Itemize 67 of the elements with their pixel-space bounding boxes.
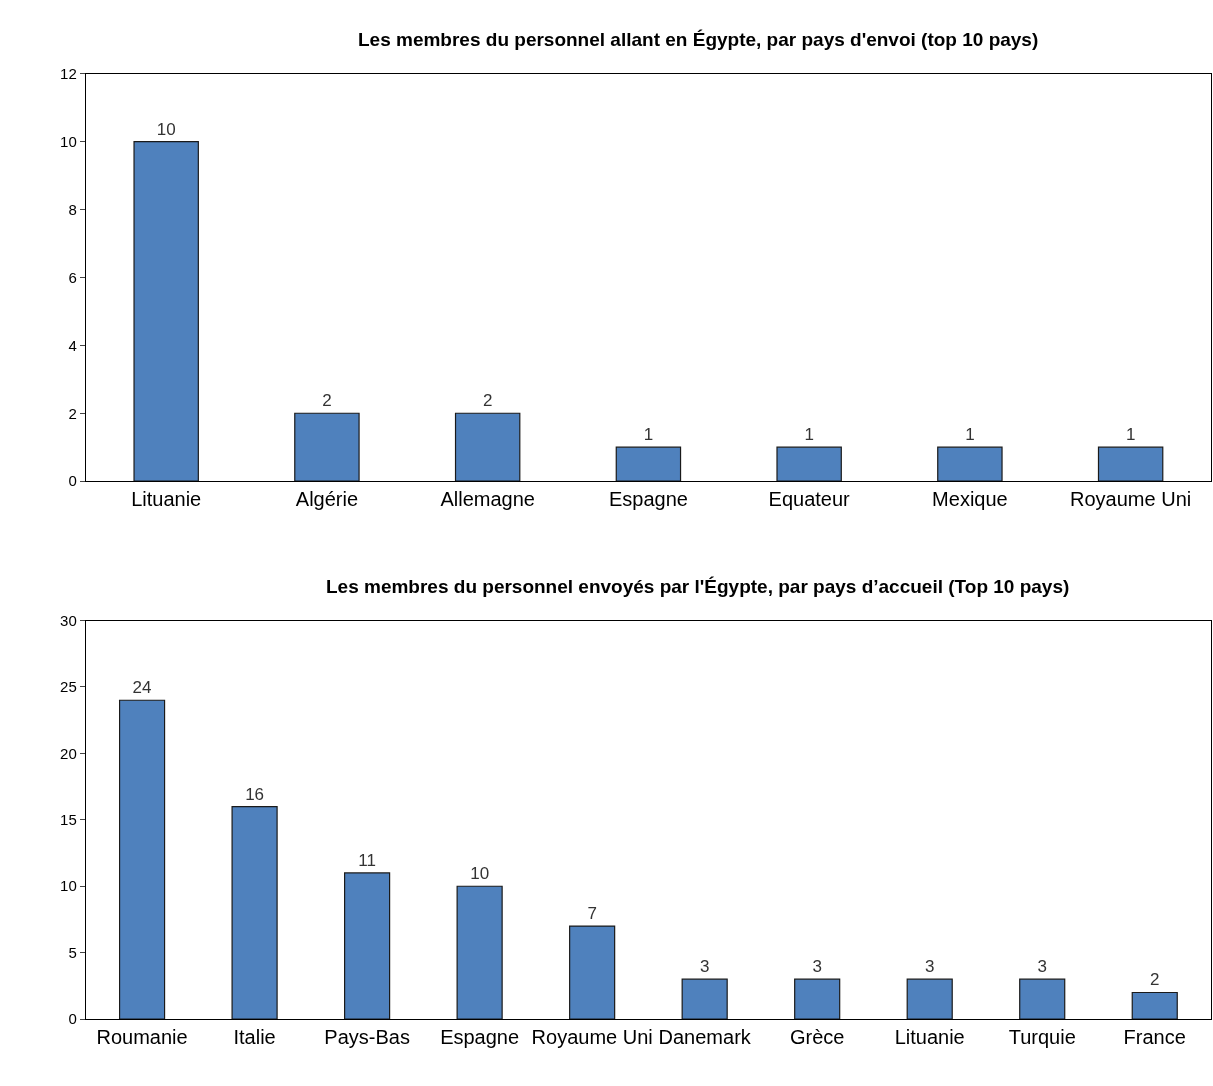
bar	[937, 446, 1003, 482]
bar	[794, 978, 841, 1020]
y-tick-label: 5	[68, 943, 77, 961]
y-tick-label: 30	[60, 611, 77, 629]
y-tick-label: 12	[60, 65, 77, 83]
bar	[231, 805, 278, 1020]
x-tick-label: Royaume Uni	[531, 1026, 653, 1049]
x-tick-label: Algérie	[295, 488, 359, 511]
data-label: 1	[804, 425, 814, 445]
chart-title: Les membres du personnel envoyés par l'Égypte, par pays d’accueil (Top 10 pays)	[326, 576, 1070, 597]
bar	[776, 446, 842, 482]
data-label: 7	[587, 904, 597, 924]
bar	[1131, 991, 1178, 1020]
bar	[615, 446, 682, 482]
bar	[118, 699, 166, 1020]
x-tick-label: Roumanie	[96, 1026, 188, 1049]
data-label: 1	[965, 425, 975, 445]
bar	[1019, 978, 1066, 1020]
y-tick-label: 0	[68, 472, 77, 490]
x-tick-label: Turquie	[1008, 1026, 1076, 1049]
x-tick-label: Lituanie	[894, 1026, 965, 1049]
bar	[681, 978, 728, 1020]
x-tick-label: Royaume Uni	[1070, 488, 1192, 511]
y-tick-label: 0	[68, 1010, 77, 1028]
x-tick-label: Equateur	[768, 488, 851, 511]
bar	[294, 412, 360, 482]
bar	[344, 872, 391, 1020]
data-label: 10	[156, 119, 176, 139]
bar	[569, 925, 616, 1020]
data-label: 16	[245, 784, 265, 804]
data-label: 3	[812, 957, 822, 977]
x-tick-label: Grèce	[789, 1026, 845, 1049]
x-tick-label: Lituanie	[131, 488, 202, 511]
y-tick-label: 6	[68, 268, 77, 286]
y-tick-label: 15	[60, 811, 77, 829]
data-label: 2	[1150, 970, 1160, 990]
data-label: 2	[322, 391, 332, 411]
data-label: 3	[699, 957, 710, 977]
data-label: 11	[358, 850, 376, 870]
x-tick-label: Mexique	[932, 488, 1008, 511]
y-tick-label: 8	[68, 200, 77, 218]
data-label: 24	[132, 678, 152, 698]
y-tick-label: 2	[68, 404, 77, 422]
y-tick-label: 20	[60, 744, 77, 762]
x-tick-label: Pays-Bas	[324, 1026, 410, 1049]
x-tick-label: Espagne	[440, 1026, 520, 1049]
data-label: 1	[643, 425, 654, 445]
x-tick-label: Italie	[233, 1026, 276, 1049]
y-tick-label: 4	[68, 336, 77, 354]
y-tick-label: 10	[60, 877, 77, 895]
data-label: 10	[470, 864, 490, 884]
x-tick-label: Allemagne	[440, 488, 535, 511]
data-label: 2	[482, 391, 493, 411]
bar	[906, 978, 953, 1020]
x-tick-label: Espagne	[608, 488, 688, 511]
x-tick-label: France	[1123, 1026, 1186, 1049]
bar	[133, 141, 199, 482]
data-label: 1	[1125, 425, 1136, 445]
chart-title: Les membres du personnel allant en Égypte, par pays d'envoi (top 10 pays)	[358, 29, 1039, 50]
data-label: 3	[924, 957, 935, 977]
x-tick-label: Danemark	[658, 1026, 752, 1049]
y-tick-label: 10	[60, 132, 77, 150]
bar	[454, 412, 521, 482]
data-label: 3	[1037, 957, 1047, 977]
y-tick-label: 25	[60, 678, 77, 696]
bar	[1097, 446, 1164, 482]
bar	[456, 885, 503, 1020]
